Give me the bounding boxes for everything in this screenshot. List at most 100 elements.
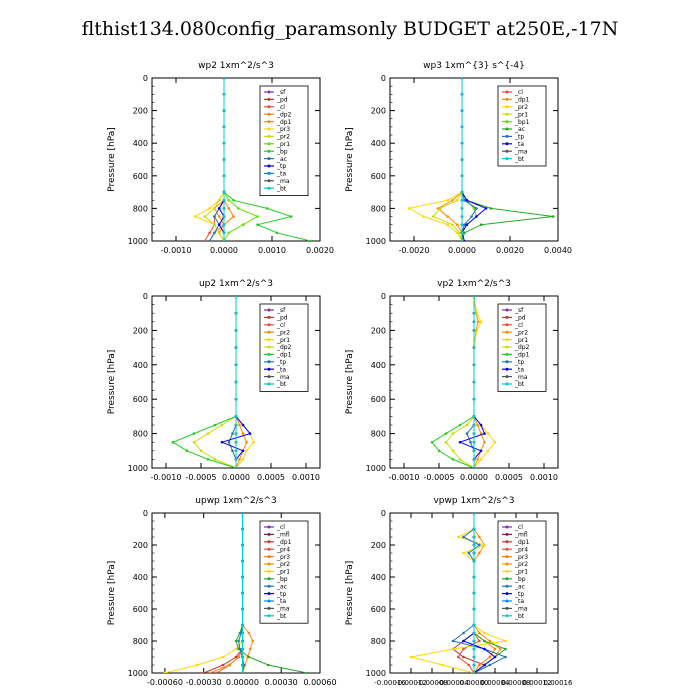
data-point [234, 423, 238, 427]
legend-marker [267, 105, 271, 109]
data-point [462, 647, 465, 651]
data-point [238, 647, 242, 651]
x-tick-label: 0.00000 [226, 678, 259, 687]
chart-panel-1: wp2 1xm^2/s^3 Pressure [hPa] 0 200 400 600 800… [107, 61, 334, 255]
data-point [465, 423, 469, 427]
legend-label: _pr2 [514, 104, 528, 111]
legend-marker [505, 315, 509, 319]
data-point [409, 655, 413, 659]
legend-label: _mfl [514, 532, 528, 539]
legend-marker [267, 547, 271, 551]
data-point [504, 655, 507, 659]
data-point [472, 296, 476, 298]
legend-marker [505, 330, 509, 334]
data-point [222, 78, 226, 80]
data-point [213, 458, 217, 461]
data-point [245, 440, 248, 444]
x-tick-label: -0.0010 [161, 246, 192, 255]
chart-title: wp3 1xm^{3} s^{-4} [423, 61, 525, 71]
data-point [472, 458, 476, 461]
legend: _cl_dp1_pr2_pr1_bp1_ac_tp_ta_ma_bt [497, 85, 547, 167]
data-point [472, 432, 476, 435]
data-point [493, 440, 497, 444]
legend-marker [505, 584, 509, 588]
series-group [430, 296, 497, 468]
data-point [206, 458, 210, 461]
legend-label: _pr3 [514, 554, 528, 561]
data-point [265, 207, 269, 210]
data-point [488, 655, 492, 659]
legend-marker [267, 142, 271, 146]
data-point [478, 535, 481, 539]
legend-label: _pr1 [276, 141, 290, 148]
legend-label: _ta [514, 598, 524, 605]
data-point [217, 215, 221, 218]
legend-marker [267, 308, 271, 312]
data-point [208, 207, 211, 210]
x-tick-label: 0.00012 [523, 679, 552, 687]
legend-label: _bt [514, 613, 525, 620]
data-point [234, 449, 238, 453]
legend-marker [267, 525, 271, 529]
y-tick-label: 1000 [128, 237, 148, 246]
data-point [444, 432, 448, 435]
data-point [238, 423, 241, 427]
legend-label: _ac [514, 583, 525, 590]
data-point [171, 440, 175, 444]
data-point [458, 423, 462, 427]
data-point [472, 449, 476, 453]
x-tick-label: 0.0020 [496, 246, 524, 255]
data-point [234, 397, 238, 401]
data-point [472, 623, 476, 627]
legend-marker [505, 352, 509, 356]
x-tick-label: -0.00060 [147, 678, 183, 687]
data-point [472, 671, 476, 673]
legend-label: _bt [276, 185, 287, 192]
x-tick-label: -0.00030 [186, 678, 222, 687]
y-axis-label: Pressure [hPa] [345, 350, 355, 415]
legend-marker [267, 149, 271, 153]
legend-label: _pd [276, 97, 288, 104]
y-tick-label: 600 [133, 172, 148, 181]
data-point [436, 207, 440, 210]
y-tick-label: 600 [133, 605, 148, 614]
data-point [472, 543, 476, 547]
data-point [228, 663, 231, 667]
legend-marker [267, 614, 271, 618]
legend-marker [505, 614, 509, 618]
data-point [241, 513, 244, 515]
legend-label: _ac [276, 583, 287, 590]
data-point [241, 458, 245, 461]
data-point [460, 190, 464, 194]
data-point [231, 449, 234, 453]
x-tick-label: -0.00012 [395, 679, 426, 687]
legend-label: _bt [514, 156, 525, 163]
data-point [460, 141, 464, 145]
data-point [458, 458, 462, 461]
legend-label: _bp [276, 576, 288, 583]
x-tick-label: 0.0010 [258, 246, 286, 255]
data-point [460, 199, 464, 202]
legend-marker [505, 525, 509, 529]
legend-marker [267, 360, 271, 364]
data-point [252, 440, 255, 444]
data-point [463, 239, 466, 241]
data-point [475, 329, 479, 332]
data-point [430, 440, 434, 444]
data-point [486, 432, 490, 435]
y-tick-label: 800 [133, 430, 148, 439]
data-point [222, 215, 226, 218]
data-point [221, 655, 225, 659]
legend-marker [505, 149, 509, 153]
data-point [472, 440, 476, 444]
data-point [241, 543, 244, 547]
legend-marker [267, 112, 271, 116]
legend-label: _pr2 [276, 329, 290, 336]
data-point [267, 663, 270, 667]
data-point [234, 647, 238, 651]
legend-marker [267, 367, 271, 371]
legend-label: _ta [276, 598, 286, 605]
data-point [451, 647, 455, 651]
legend-box [259, 85, 309, 196]
legend-label: _cl [276, 322, 285, 329]
